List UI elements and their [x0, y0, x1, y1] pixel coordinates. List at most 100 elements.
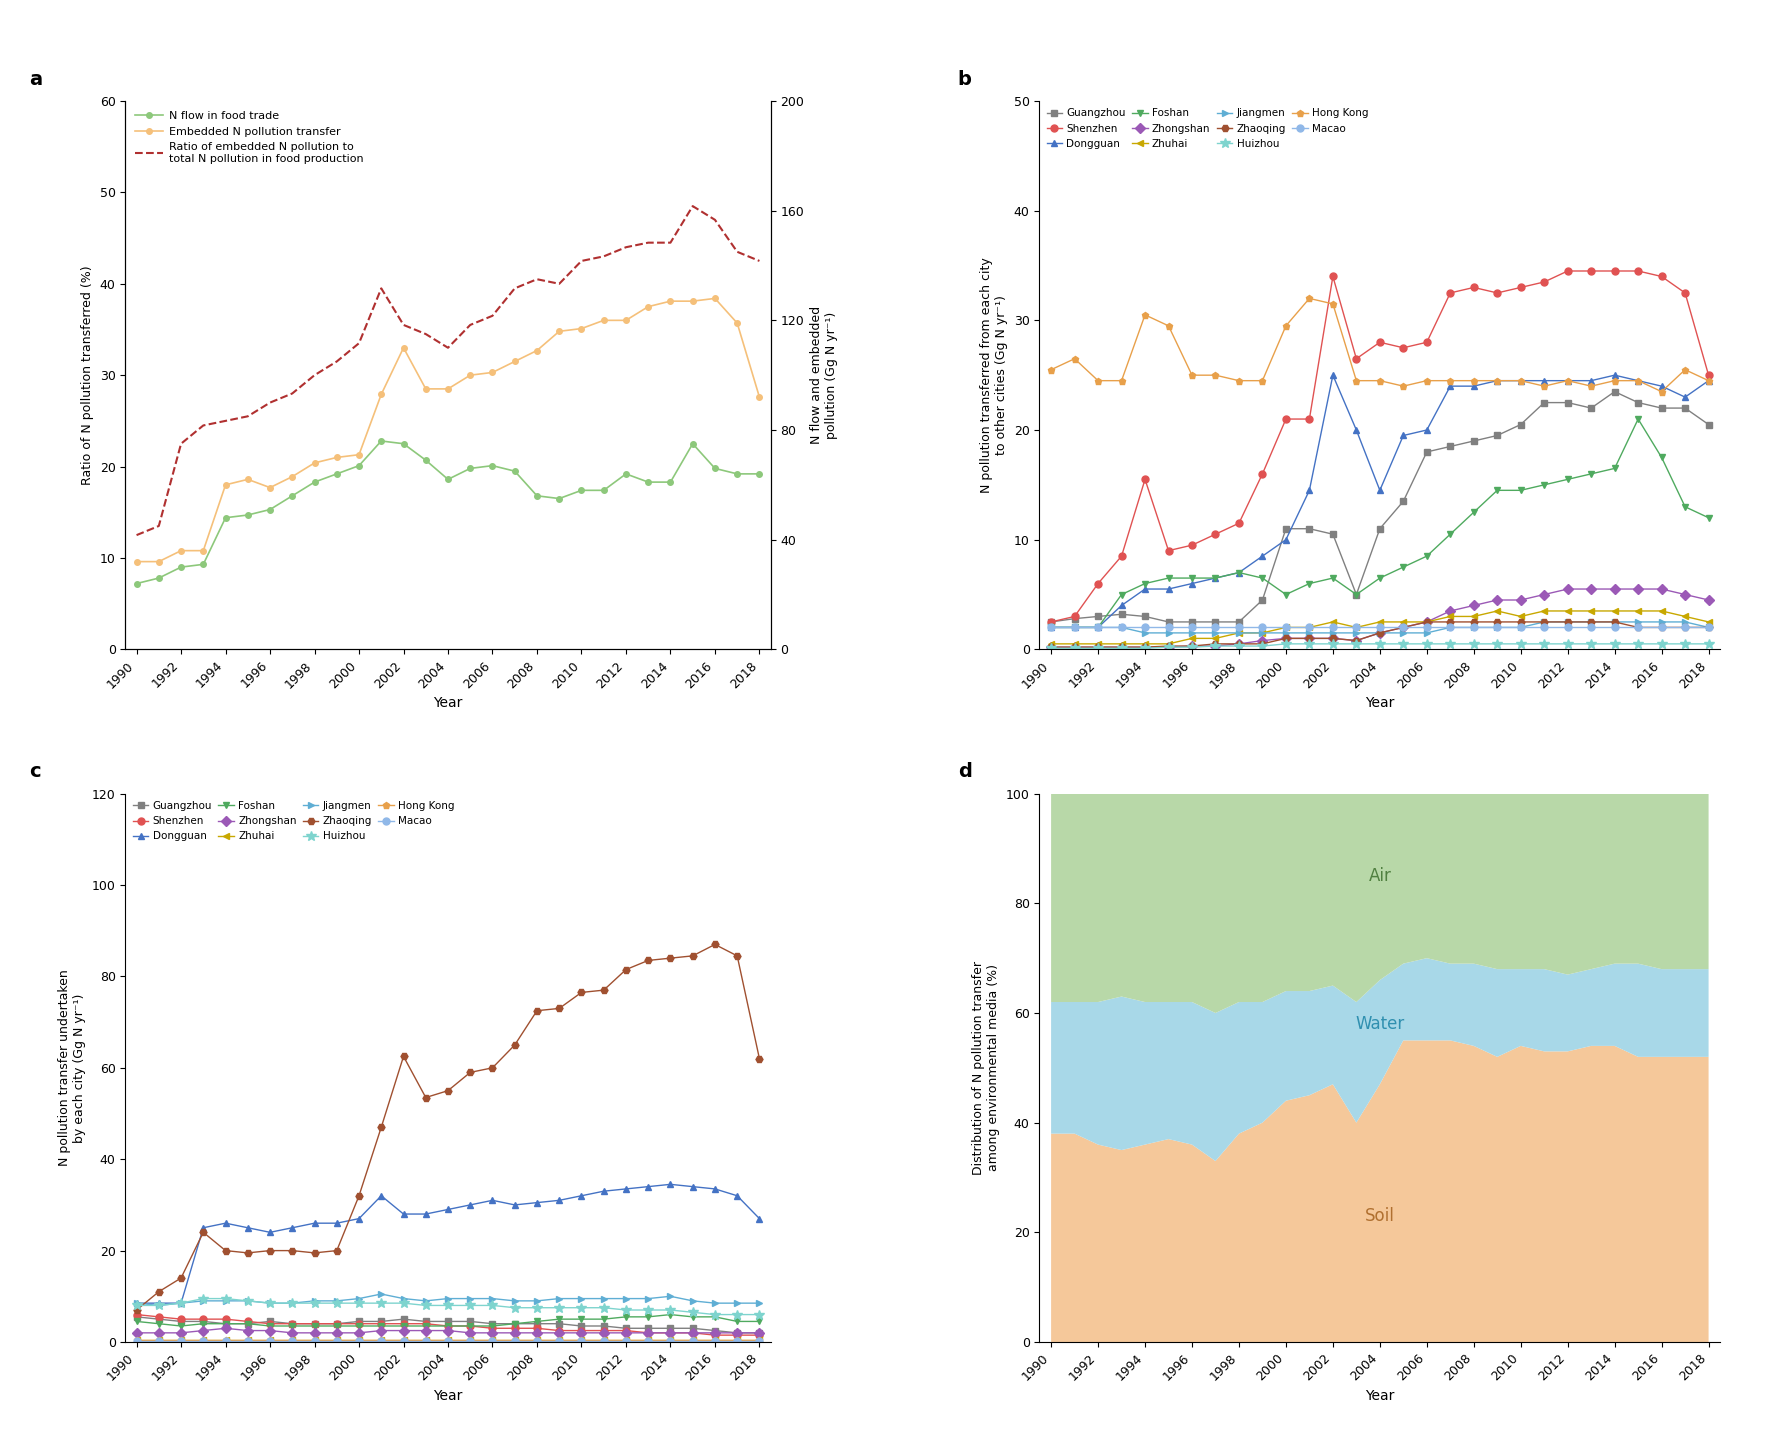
Zhongshan	[125, 1325, 147, 1342]
Huizhou	[192, 1290, 213, 1307]
Foshan	[1462, 504, 1484, 521]
Guangzhou	[1487, 427, 1509, 444]
Y-axis label: Ratio of N pollution transferred (%): Ratio of N pollution transferred (%)	[81, 266, 95, 485]
Line: Hong Kong: Hong Kong	[1048, 294, 1711, 395]
Foshan	[149, 1315, 170, 1332]
Guangzhou	[527, 1315, 548, 1332]
Zhongshan	[683, 1325, 704, 1342]
Macao	[1627, 619, 1649, 636]
Zhaoqing	[170, 1270, 192, 1287]
Hong Kong	[1158, 317, 1179, 335]
Jiangmen	[170, 1294, 192, 1312]
Foshan	[504, 1315, 525, 1332]
Macao	[1697, 619, 1719, 636]
Macao	[1581, 619, 1602, 636]
Guangzhou	[1276, 519, 1297, 537]
Hong Kong	[638, 1330, 659, 1348]
Zhuhai	[1487, 602, 1509, 619]
Shenzhen	[260, 1315, 281, 1332]
Guangzhou	[1088, 608, 1109, 625]
Zhongshan	[416, 1322, 437, 1339]
Huizhou	[1511, 635, 1532, 652]
Zhongshan	[1158, 638, 1179, 655]
Zhongshan	[749, 1325, 771, 1342]
Hong Kong	[1346, 372, 1367, 390]
Guangzhou	[1557, 394, 1579, 411]
Zhongshan	[1392, 619, 1414, 636]
Foshan	[1346, 586, 1367, 603]
Foshan	[392, 1317, 414, 1335]
Guangzhou	[149, 1310, 170, 1328]
Zhongshan	[215, 1319, 237, 1336]
Zhongshan	[281, 1325, 303, 1342]
Line: Zhongshan: Zhongshan	[133, 1325, 763, 1336]
Zhaoqing	[570, 984, 591, 1001]
Zhongshan	[1511, 592, 1532, 609]
Shenzhen	[125, 1306, 147, 1323]
X-axis label: Year: Year	[1366, 1390, 1394, 1403]
Zhaoqing	[237, 1244, 258, 1261]
Guangzhou	[1392, 492, 1414, 509]
Shenzhen	[1228, 515, 1249, 532]
Macao	[593, 1332, 615, 1349]
Dongguan	[1346, 421, 1367, 439]
Jiangmen	[1064, 619, 1086, 636]
Huizhou	[392, 1294, 414, 1312]
Foshan	[1581, 465, 1602, 482]
Zhongshan	[305, 1325, 326, 1342]
Hong Kong	[615, 1330, 636, 1348]
Zhaoqing	[749, 1051, 771, 1068]
Hong Kong	[371, 1330, 392, 1348]
Shenzhen	[1557, 263, 1579, 280]
Dongguan	[192, 1219, 213, 1237]
Zhaoqing	[437, 1082, 459, 1100]
Zhongshan	[1650, 580, 1672, 597]
Foshan	[1064, 619, 1086, 636]
Macao	[1392, 619, 1414, 636]
Foshan	[192, 1315, 213, 1332]
Guangzhou	[1697, 416, 1719, 433]
Guangzhou	[1134, 608, 1156, 625]
Shenzhen	[504, 1319, 525, 1336]
Foshan	[416, 1317, 437, 1335]
Zhongshan	[1064, 638, 1086, 655]
Zhongshan	[1111, 638, 1133, 655]
Foshan	[1650, 449, 1672, 466]
Foshan	[683, 1309, 704, 1326]
Dongguan	[1581, 372, 1602, 390]
Dongguan	[1276, 531, 1297, 548]
Zhaoqing	[504, 1036, 525, 1053]
Jiangmen	[215, 1293, 237, 1310]
Macao	[170, 1332, 192, 1349]
Dongguan	[726, 1188, 747, 1205]
Jiangmen	[1204, 625, 1226, 642]
Foshan	[1416, 547, 1437, 564]
Jiangmen	[1158, 625, 1179, 642]
Huizhou	[1181, 638, 1202, 655]
Foshan	[459, 1317, 480, 1335]
Zhuhai	[1204, 629, 1226, 646]
Huizhou	[437, 1297, 459, 1315]
Shenzhen	[326, 1315, 348, 1332]
Macao	[1462, 619, 1484, 636]
Dongguan	[1511, 372, 1532, 390]
Dongguan	[1697, 372, 1719, 390]
Huizhou	[170, 1294, 192, 1312]
Shenzhen	[593, 1322, 615, 1339]
Zhaoqing	[1346, 632, 1367, 649]
Huizhou	[371, 1294, 392, 1312]
Zhuhai	[437, 1330, 459, 1348]
Hong Kong	[548, 1330, 570, 1348]
Guangzhou	[1534, 394, 1555, 411]
Macao	[638, 1332, 659, 1349]
Zhuhai	[704, 1330, 726, 1348]
Jiangmen	[392, 1290, 414, 1307]
Huizhou	[149, 1297, 170, 1315]
Huizhou	[1650, 635, 1672, 652]
Zhuhai	[1111, 635, 1133, 652]
Zhongshan	[1369, 625, 1391, 642]
Zhongshan	[1204, 638, 1226, 655]
Foshan	[437, 1317, 459, 1335]
Zhuhai	[237, 1330, 258, 1348]
Jiangmen	[326, 1293, 348, 1310]
